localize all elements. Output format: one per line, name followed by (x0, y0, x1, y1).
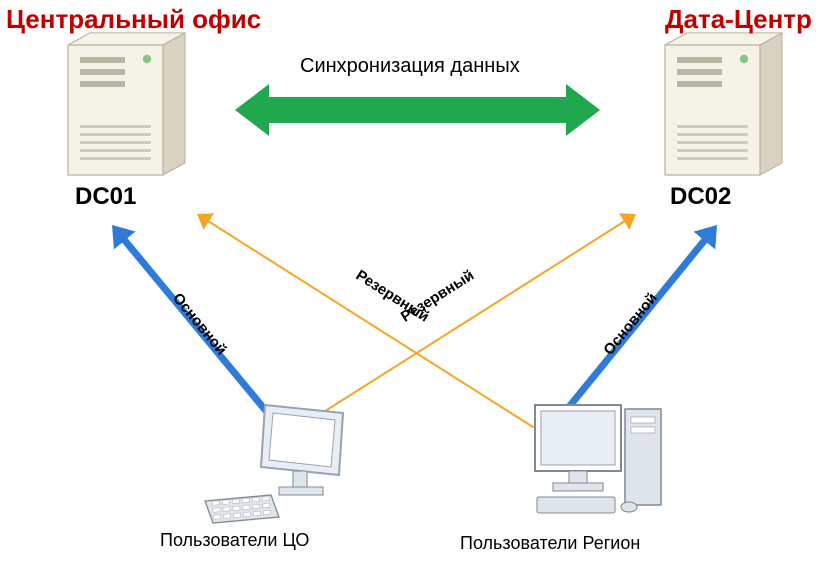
client-right-icon (535, 405, 661, 513)
client-right-label: Пользователи Регион (460, 533, 640, 554)
sync-label: Синхронизация данных (300, 55, 520, 78)
arrow-label-primary_left: Основной (169, 290, 230, 359)
sync-arrow (235, 84, 600, 136)
title-right: Дата-Центр (665, 4, 812, 35)
server-right-icon (665, 33, 782, 175)
arrow-backup-left (300, 213, 636, 427)
client-left-icon (205, 405, 343, 523)
arrow-backup-right (197, 213, 533, 427)
server-right-label: DC02 (670, 183, 731, 211)
client-left-label: Пользователи ЦО (160, 530, 309, 551)
server-left-icon (68, 33, 185, 175)
server-left-label: DC01 (75, 183, 136, 211)
arrow-label-primary_right: Основной (600, 290, 661, 359)
title-left: Центральный офис (6, 4, 261, 35)
